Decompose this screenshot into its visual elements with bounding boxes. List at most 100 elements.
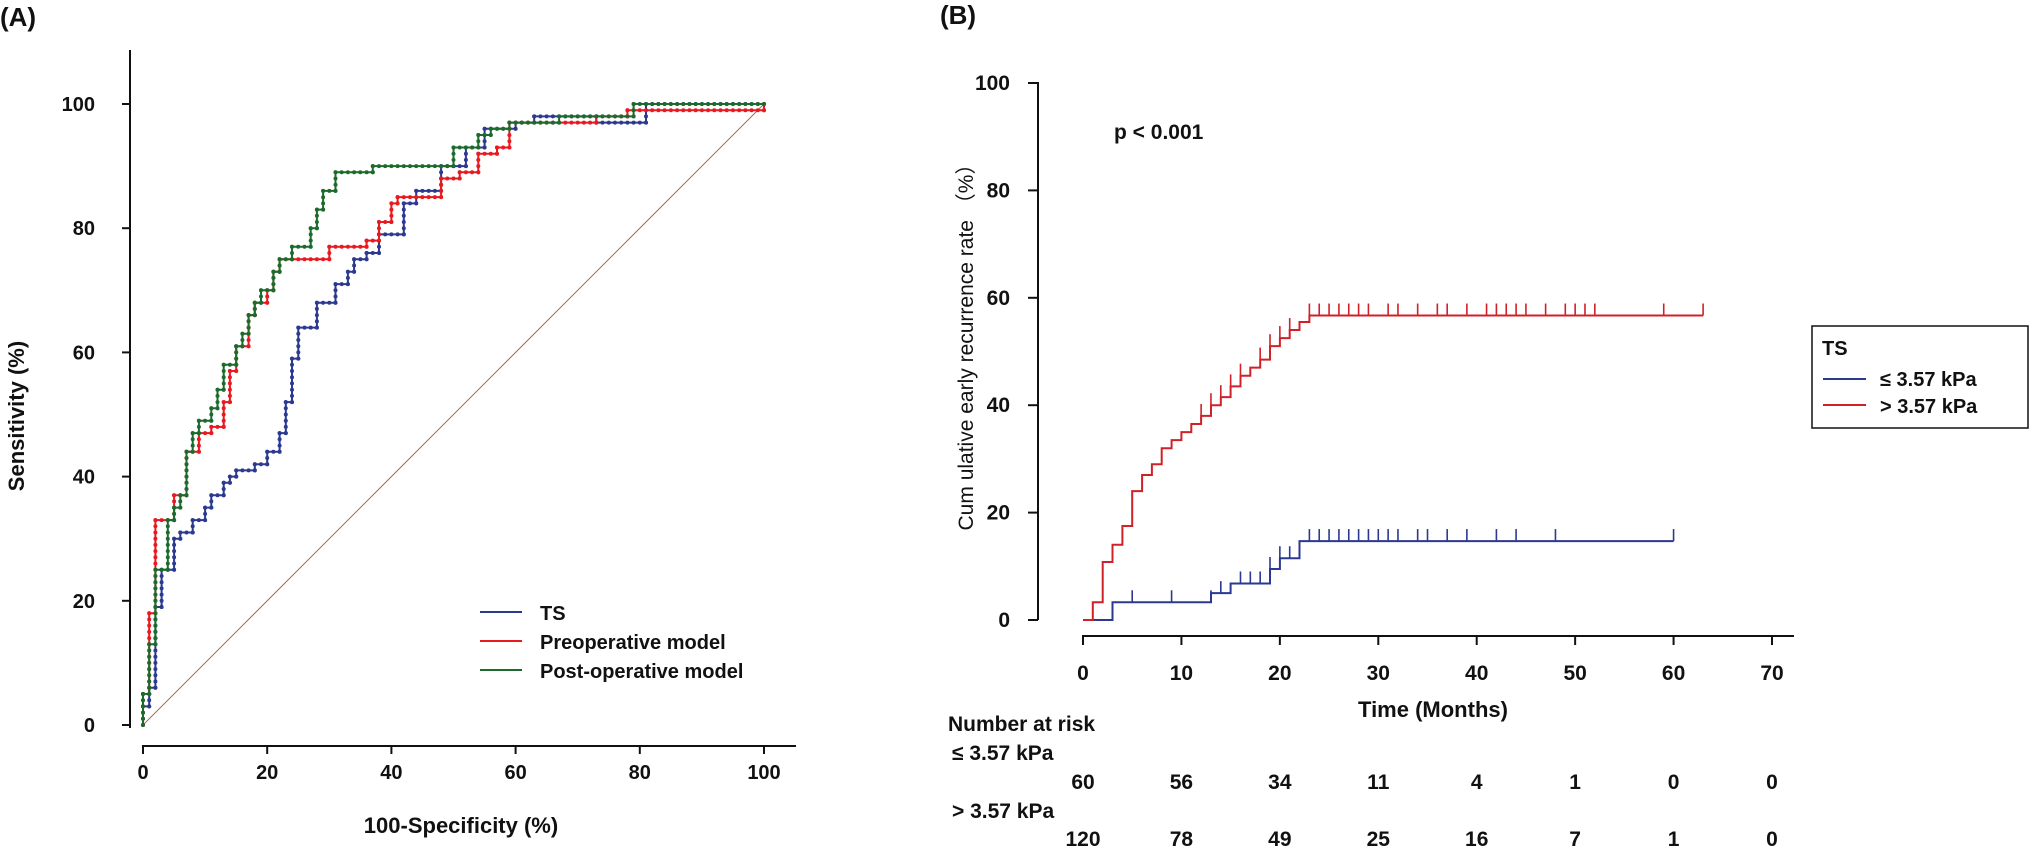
roc-point [308, 238, 313, 243]
roc-point [153, 586, 158, 591]
roc-point [221, 381, 226, 386]
roc-point [389, 201, 394, 206]
risk-cell: 11 [1367, 771, 1390, 794]
roc-point [221, 412, 226, 417]
roc-point [227, 480, 232, 485]
risk-cell: 0 [1766, 771, 1778, 794]
roc-point [476, 139, 481, 144]
roc-point [594, 120, 599, 125]
roc-point [755, 102, 760, 106]
roc-point [668, 108, 673, 113]
roc-point [532, 114, 537, 119]
roc-point [184, 480, 189, 485]
roc-point [451, 157, 456, 162]
roc-x-tick-label: 20 [256, 762, 278, 784]
roc-point [246, 468, 251, 473]
roc-point [557, 120, 562, 125]
roc-point [302, 257, 307, 262]
roc-point [246, 344, 251, 349]
roc-point [147, 673, 152, 678]
roc-point [221, 375, 226, 380]
roc-point [153, 592, 158, 597]
roc-point [364, 257, 369, 262]
roc-point [377, 232, 381, 237]
roc-point [377, 244, 381, 249]
roc-point [507, 126, 512, 131]
roc-point [296, 325, 301, 330]
roc-point [377, 164, 381, 169]
roc-point [650, 102, 655, 106]
km-legend: TS ≤ 3.57 kPa > 3.57 kPa [1811, 325, 2029, 429]
roc-point [395, 232, 400, 237]
roc-point [352, 257, 357, 262]
roc-y-tick-label: 100 [62, 94, 95, 116]
roc-point [265, 300, 270, 305]
roc-point [470, 145, 475, 150]
roc-point [141, 716, 145, 721]
roc-point [147, 654, 152, 659]
roc-point [172, 549, 177, 554]
roc-point [507, 139, 512, 144]
roc-point [389, 232, 394, 237]
km-x-tick-label: 30 [1367, 662, 1390, 685]
roc-point [172, 499, 177, 504]
roc-point [619, 120, 624, 125]
roc-point [147, 692, 152, 696]
roc-point [488, 133, 493, 137]
legend-label-ts: TS [540, 603, 566, 625]
roc-point [426, 188, 431, 193]
roc-point [184, 493, 189, 498]
roc-point [184, 487, 189, 491]
roc-point [290, 381, 294, 386]
roc-point [588, 114, 593, 119]
roc-point [234, 362, 239, 367]
roc-point [432, 195, 437, 200]
roc-point [457, 170, 462, 175]
roc-point [408, 195, 412, 200]
roc-point [383, 232, 388, 237]
roc-point [240, 331, 245, 336]
roc-point [445, 164, 450, 169]
roc-point [221, 387, 226, 392]
roc-point [209, 406, 214, 411]
roc-point [190, 449, 195, 454]
roc-point [395, 195, 400, 200]
roc-point [178, 505, 183, 510]
roc-point [296, 257, 301, 262]
roc-point [507, 145, 512, 150]
roc-point [209, 493, 214, 498]
roc-x-tick-label: 40 [380, 762, 402, 784]
roc-point [482, 139, 487, 144]
roc-point [203, 505, 208, 510]
roc-point [408, 201, 412, 206]
roc-point [277, 263, 282, 268]
roc-point [265, 288, 270, 293]
roc-y-label: Sensitivity (%) [4, 341, 29, 491]
roc-point [470, 170, 475, 175]
roc-point [296, 344, 301, 349]
roc-point [246, 331, 251, 336]
roc-point [762, 108, 766, 113]
roc-point [321, 257, 326, 262]
roc-point [215, 393, 220, 398]
roc-point [389, 164, 394, 169]
roc-point [196, 424, 201, 429]
roc-point [482, 126, 487, 131]
roc-point [495, 145, 499, 150]
roc-point [153, 667, 158, 672]
roc-point [296, 338, 301, 342]
roc-point [240, 468, 245, 473]
roc-point [209, 424, 214, 429]
risk-row-label-high: > 3.57 kPa [952, 800, 1054, 823]
roc-point [147, 667, 152, 672]
roc-y-tick-label: 80 [73, 218, 95, 240]
roc-point [370, 251, 375, 255]
km-y-tick-label: 40 [987, 394, 1010, 417]
km-y-label: Cum ulative early recurrence rate （%） [955, 154, 978, 531]
roc-point [221, 400, 226, 405]
roc-point [463, 145, 468, 150]
roc-point [631, 114, 636, 119]
roc-point [153, 660, 158, 665]
risk-cell: 0 [1766, 828, 1778, 851]
roc-point [644, 102, 648, 106]
